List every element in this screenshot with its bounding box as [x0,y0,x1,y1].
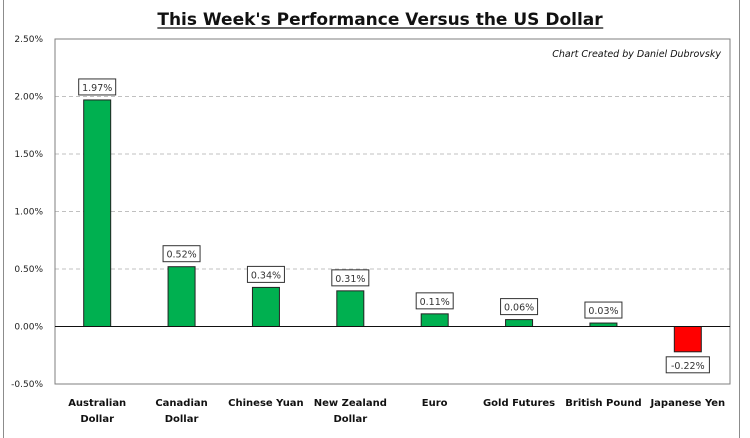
data-label-text: -0.22% [671,361,705,372]
x-tick-label: Australian [68,398,126,409]
data-label-box [584,301,623,319]
y-tick-label: 0.50% [14,265,43,275]
x-tick-label: Japanese Yen [649,398,725,409]
y-tick-label: 2.00% [14,93,43,103]
x-tick-label: British Pound [565,398,641,409]
x-tick-label: Dollar [80,414,114,425]
data-label: 0.52% [162,245,201,263]
gridlines [55,96,730,270]
data-label: 0.31% [331,269,370,287]
data-label-text: 0.11% [420,297,450,308]
x-tick-label: Canadian [155,398,207,409]
data-label-text: 1.97% [82,83,112,94]
data-label-text: 0.03% [588,306,618,317]
y-axis: -0.50% 0.00% 0.50% 1.00% 1.50% 2.00% 2.50% [11,35,43,390]
data-label: 0.06% [500,298,539,316]
x-tick-label: Dollar [333,414,367,425]
bar [673,326,702,353]
bar [167,266,196,328]
data-label: -0.22% [665,356,710,374]
y-tick-label: 1.50% [14,150,43,160]
y-tick-label: 1.00% [14,208,43,218]
x-axis: Australian Dollar Canadian Dollar Chinese Yu… [68,398,725,425]
data-label-text: 0.06% [504,303,534,314]
x-tick-label: Dollar [165,414,199,425]
bar [420,313,449,328]
y-tick-label: 0.00% [14,323,43,333]
data-label-box [665,356,710,374]
chart-title: This Week's Performance Versus the US Do… [157,10,603,30]
plot-area [54,38,731,385]
x-tick-label: Chinese Yuan [228,398,304,409]
bar [83,99,112,327]
x-tick-label: Gold Futures [483,398,555,409]
data-label-box [415,292,454,310]
data-label: 1.97% [78,78,117,96]
data-label-box [331,269,370,287]
data-label-box [78,78,117,96]
data-label-text: 0.31% [335,274,365,285]
data-label-text: 0.52% [166,250,196,261]
y-tick-label: -0.50% [11,380,43,390]
data-label: 0.03% [584,301,623,319]
data-label-box [500,298,539,316]
data-label: 0.34% [246,265,285,283]
chart-credit-annotation: Chart Created by Daniel Dubrovsky [552,49,721,60]
bar [589,322,618,327]
x-tick-label: New Zealand [314,398,387,409]
data-label-box [246,265,285,283]
data-label-text: 0.34% [251,270,281,281]
chart-frame [3,0,740,438]
bar [251,286,280,327]
data-labels: 1.97% 0.52% 0.34% 0.31% 0.11% 0.06% 0.03% -0.22… [78,78,710,374]
bar [336,290,365,328]
data-label-box [162,245,201,263]
x-tick-label: Euro [422,398,448,409]
data-label: 0.11% [415,292,454,310]
bar [505,319,534,328]
y-tick-label: 2.50% [14,35,43,45]
